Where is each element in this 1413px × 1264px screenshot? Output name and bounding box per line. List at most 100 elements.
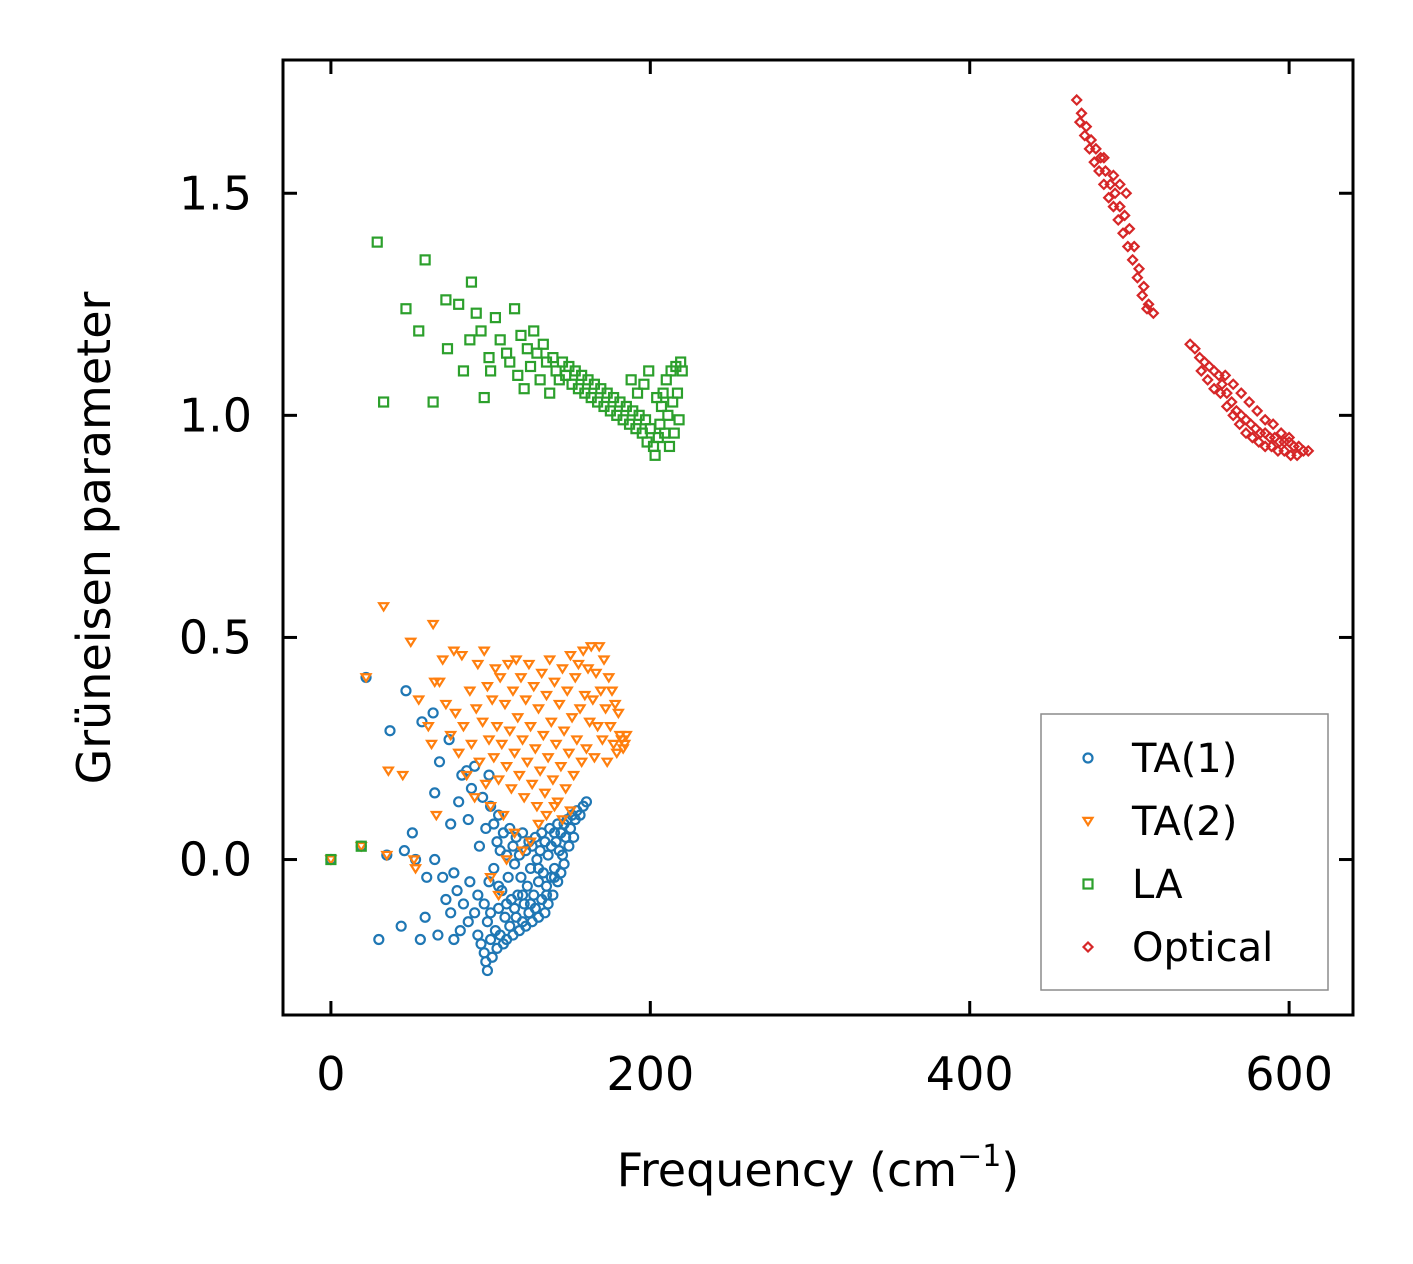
data-point — [512, 369, 524, 381]
legend-entry: TA(1) — [1082, 736, 1237, 782]
data-point — [485, 933, 497, 946]
data-point — [548, 871, 561, 883]
y-tick-label: 1.0 — [179, 388, 252, 442]
data-point — [563, 840, 575, 852]
data-point — [611, 708, 625, 720]
data-point — [1291, 449, 1304, 462]
data-point — [448, 708, 462, 720]
y-tick-label: 0.0 — [179, 833, 252, 887]
data-point — [508, 858, 521, 870]
data-point — [1233, 418, 1246, 431]
data-point — [515, 329, 527, 341]
data-point — [457, 898, 470, 910]
data-point — [549, 739, 563, 751]
data-point — [371, 236, 383, 248]
data-point — [532, 862, 545, 875]
data-point — [537, 338, 549, 350]
legend-entry: Optical — [1081, 925, 1273, 971]
data-point — [476, 717, 490, 728]
data-point — [1235, 387, 1248, 400]
data-point — [494, 334, 506, 346]
series-ta-2- — [324, 602, 633, 902]
data-point — [481, 964, 494, 977]
x-tick-label: 400 — [926, 1047, 1014, 1101]
data-point — [563, 806, 577, 817]
legend-label: LA — [1132, 862, 1183, 908]
data-point — [500, 762, 514, 773]
data-point — [500, 898, 513, 910]
y-axis-ticks: 0.0 0.5 1.0 1.5 — [179, 166, 1353, 887]
legend-label: TA(2) — [1131, 799, 1237, 845]
data-point — [471, 659, 485, 671]
data-point — [479, 779, 493, 791]
data-point — [483, 769, 495, 781]
data-point — [638, 378, 650, 390]
data-point — [421, 871, 433, 883]
data-point — [1220, 400, 1233, 413]
data-point — [1107, 200, 1120, 213]
data-point — [663, 440, 676, 453]
data-point — [488, 664, 502, 675]
data-point — [575, 757, 589, 768]
data-point — [485, 365, 497, 377]
data-point — [1227, 409, 1240, 422]
data-point — [547, 889, 559, 901]
data-point — [511, 713, 525, 724]
data-point — [540, 810, 553, 822]
data-point — [567, 770, 581, 782]
data-point — [400, 685, 412, 697]
data-point — [1126, 253, 1139, 266]
data-point — [605, 686, 619, 697]
data-point — [499, 911, 511, 923]
data-point — [558, 858, 570, 870]
data-point — [625, 374, 637, 386]
data-point — [416, 716, 428, 728]
data-point — [414, 933, 426, 946]
data-point — [419, 254, 431, 266]
data-point — [592, 642, 606, 653]
data-point — [1239, 427, 1253, 440]
data-point — [525, 779, 539, 791]
data-point — [432, 929, 444, 941]
data-point — [565, 713, 579, 724]
data-point — [395, 920, 407, 932]
data-point — [1147, 307, 1160, 320]
data-point — [662, 409, 674, 421]
data-point — [607, 739, 621, 751]
data-point — [1088, 156, 1101, 169]
data-point — [464, 876, 476, 888]
data-point — [419, 911, 431, 923]
data-point — [531, 347, 543, 359]
data-point — [503, 726, 517, 737]
data-point — [1201, 373, 1214, 386]
data-point — [478, 391, 490, 404]
data-point — [457, 365, 470, 377]
x-axis-label-text: Frequency (cm — [617, 1143, 957, 1197]
data-point — [520, 757, 534, 768]
data-point — [1259, 413, 1272, 426]
data-point — [562, 748, 576, 760]
data-point — [378, 396, 390, 408]
data-point — [610, 748, 624, 760]
data-point — [508, 303, 521, 315]
data-point — [377, 602, 391, 613]
data-point — [528, 325, 540, 337]
data-point — [495, 739, 509, 751]
data-point — [355, 840, 367, 852]
data-point — [444, 730, 458, 742]
data-point — [1078, 129, 1091, 142]
data-markers — [324, 93, 1315, 977]
data-point — [579, 744, 593, 755]
data-point — [548, 801, 561, 813]
legend-label: TA(1) — [1131, 736, 1237, 782]
data-point — [1123, 222, 1136, 235]
data-point — [472, 889, 484, 901]
data-point — [460, 770, 474, 782]
data-point — [1121, 240, 1134, 253]
data-point — [409, 864, 423, 875]
series-optical — [1070, 93, 1315, 462]
data-point — [484, 873, 498, 884]
data-point — [573, 704, 587, 715]
data-point — [407, 855, 421, 866]
data-point — [608, 699, 622, 711]
